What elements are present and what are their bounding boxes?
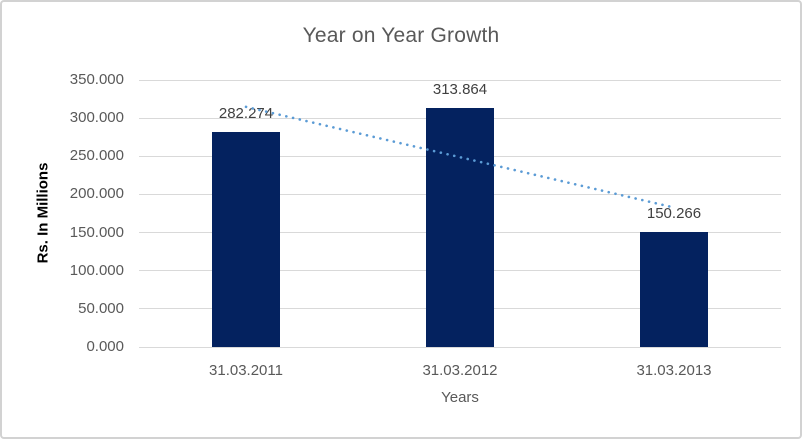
y-tick-label: 350.000 <box>69 71 124 88</box>
bar[interactable] <box>212 131 280 347</box>
y-tick-label: 200.000 <box>69 185 124 203</box>
x-axis-title: Years <box>441 389 479 406</box>
gridline <box>139 79 781 81</box>
y-tick-label: 0.000 <box>86 338 124 355</box>
bar-data-label: 150.266 <box>646 205 702 223</box>
y-tick-label: 50.000 <box>78 299 124 317</box>
bar-data-label: 313.864 <box>432 80 488 98</box>
x-tick-label: 31.03.2011 <box>209 362 283 379</box>
gridline <box>139 346 781 348</box>
x-tick-label: 31.03.2013 <box>636 362 712 379</box>
y-tick-label: 100.000 <box>69 261 124 279</box>
chart-title: Year on Year Growth <box>302 24 500 47</box>
bar[interactable] <box>640 232 708 347</box>
bar-data-label: 282.274 <box>218 104 274 122</box>
y-tick-label: 300.000 <box>69 109 124 127</box>
bar[interactable] <box>426 107 494 347</box>
x-tick-label: 31.03.2012 <box>422 362 498 379</box>
y-tick-label: 250.000 <box>69 147 124 165</box>
y-tick-label: 150.000 <box>69 223 124 241</box>
